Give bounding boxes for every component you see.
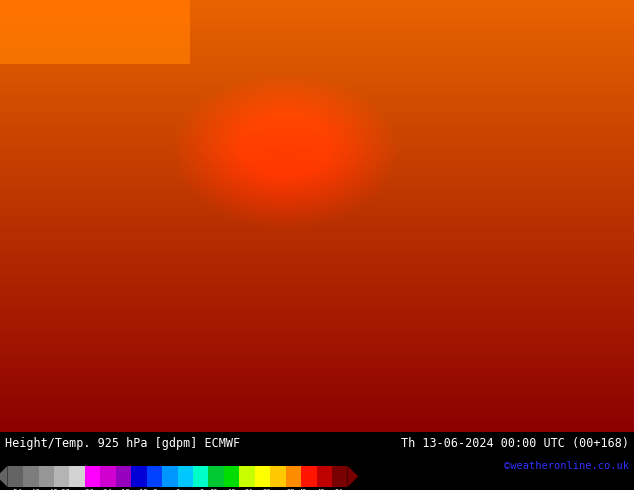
Bar <box>39 466 54 487</box>
Bar <box>178 466 193 487</box>
Bar <box>116 466 131 487</box>
Bar <box>8 466 23 487</box>
Bar <box>162 466 178 487</box>
Bar <box>23 466 39 487</box>
Bar <box>224 466 239 487</box>
Bar <box>54 466 69 487</box>
Text: ©weatheronline.co.uk: ©weatheronline.co.uk <box>504 461 629 471</box>
Bar <box>255 466 270 487</box>
Bar <box>301 466 316 487</box>
Bar <box>209 466 224 487</box>
Bar <box>286 466 301 487</box>
Polygon shape <box>0 466 8 487</box>
Bar <box>193 466 209 487</box>
Bar <box>69 466 85 487</box>
Text: Th 13-06-2024 00:00 UTC (00+168): Th 13-06-2024 00:00 UTC (00+168) <box>401 437 629 450</box>
Polygon shape <box>347 466 358 487</box>
Bar <box>270 466 286 487</box>
Bar <box>239 466 255 487</box>
Bar <box>316 466 332 487</box>
Bar <box>85 466 100 487</box>
Bar <box>146 466 162 487</box>
Bar <box>332 466 347 487</box>
Bar <box>131 466 146 487</box>
Text: Height/Temp. 925 hPa [gdpm] ECMWF: Height/Temp. 925 hPa [gdpm] ECMWF <box>5 437 240 450</box>
Bar <box>100 466 116 487</box>
